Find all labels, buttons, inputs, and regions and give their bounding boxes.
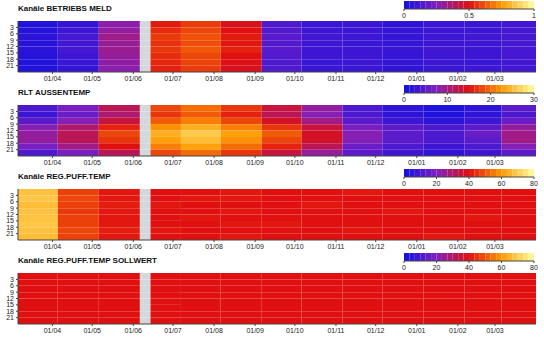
svg-text:01/11: 01/11 [327,243,344,250]
svg-text:01/11: 01/11 [327,75,344,82]
svg-text:01/09: 01/09 [246,75,264,82]
svg-text:01/07: 01/07 [164,75,182,82]
svg-text:15: 15 [6,49,14,57]
svg-text:01/04: 01/04 [44,327,62,334]
svg-text:01/02: 01/02 [449,243,467,250]
svg-text:01/11: 01/11 [327,327,344,334]
svg-text:01/03: 01/03 [486,159,504,166]
svg-text:01/03: 01/03 [486,243,504,250]
svg-text:01/05: 01/05 [83,327,101,334]
svg-text:01/05: 01/05 [83,159,101,166]
svg-text:01/02: 01/02 [449,327,467,334]
svg-text:01/12: 01/12 [367,327,385,334]
svg-text:01/02: 01/02 [449,159,467,166]
svg-text:20: 20 [433,180,441,187]
svg-text:01/03: 01/03 [486,327,504,334]
svg-text:01/02: 01/02 [449,75,467,82]
html-text:Kanäle BETRIEBS MELD: Kanäle BETRIEBS MELD [18,4,112,13]
svg-text:01/07: 01/07 [164,159,182,166]
svg-text:01/08: 01/08 [205,159,223,166]
svg-text:01/10: 01/10 [286,75,304,82]
svg-text:01/10: 01/10 [286,159,304,166]
svg-text:0.5: 0.5 [464,12,474,19]
svg-text:60: 60 [498,264,506,271]
svg-text:0: 0 [402,96,406,103]
svg-text:01/09: 01/09 [246,243,264,250]
svg-text:18: 18 [6,223,14,231]
svg-text:01/01: 01/01 [408,159,426,166]
svg-text:10: 10 [443,96,451,103]
svg-text:0: 0 [402,180,406,187]
svg-text:15: 15 [6,133,14,141]
svg-text:3: 3 [10,107,14,115]
svg-text:01/07: 01/07 [164,243,182,250]
svg-text:3: 3 [10,23,14,31]
svg-text:3: 3 [10,191,14,199]
svg-text:01/06: 01/06 [124,159,142,166]
html-text:RLT AUSSENTEMP: RLT AUSSENTEMP [18,88,91,97]
html-text:Kanäle REG.PUFF.TEMP: Kanäle REG.PUFF.TEMP [18,172,111,181]
svg-text:01/09: 01/09 [246,159,264,166]
svg-text:30: 30 [530,96,538,103]
svg-text:9: 9 [10,120,14,128]
svg-text:01/12: 01/12 [367,159,385,166]
svg-text:01/04: 01/04 [44,159,62,166]
svg-text:01/06: 01/06 [124,327,142,334]
svg-text:01/04: 01/04 [44,243,62,250]
html-text:Kanäle REG.PUFF.TEMP SOLLWERT: Kanäle REG.PUFF.TEMP SOLLWERT [18,256,157,265]
svg-text:40: 40 [465,264,473,271]
svg-text:01/12: 01/12 [367,75,385,82]
svg-text:6: 6 [10,114,14,122]
svg-text:40: 40 [465,180,473,187]
svg-text:01/08: 01/08 [205,75,223,82]
svg-text:21: 21 [6,230,14,237]
svg-text:12: 12 [6,43,14,50]
svg-text:20: 20 [487,96,495,103]
svg-text:12: 12 [6,295,14,302]
svg-text:21: 21 [6,314,14,321]
svg-text:01/09: 01/09 [246,327,264,334]
svg-text:01/01: 01/01 [408,75,426,82]
svg-text:15: 15 [6,217,14,225]
svg-text:01/10: 01/10 [286,327,304,334]
svg-text:01/03: 01/03 [486,75,504,82]
svg-text:21: 21 [6,62,14,69]
svg-text:01/01: 01/01 [408,243,426,250]
svg-text:18: 18 [6,307,14,315]
svg-text:01/12: 01/12 [367,243,385,250]
svg-text:01/10: 01/10 [286,243,304,250]
svg-text:01/08: 01/08 [205,327,223,334]
svg-text:01/07: 01/07 [164,327,182,334]
svg-text:9: 9 [10,36,14,44]
svg-text:9: 9 [10,204,14,212]
svg-text:80: 80 [530,264,538,271]
svg-text:12: 12 [6,211,14,218]
svg-text:80: 80 [530,180,538,187]
svg-text:12: 12 [6,127,14,134]
svg-text:01/11: 01/11 [327,159,344,166]
svg-text:01/01: 01/01 [408,327,426,334]
svg-text:01/08: 01/08 [205,243,223,250]
svg-text:6: 6 [10,198,14,206]
svg-text:6: 6 [10,282,14,290]
svg-text:01/05: 01/05 [83,243,101,250]
svg-text:60: 60 [498,180,506,187]
svg-text:1: 1 [532,12,536,19]
svg-text:01/04: 01/04 [44,75,62,82]
svg-text:01/06: 01/06 [124,75,142,82]
svg-text:21: 21 [6,146,14,153]
svg-text:18: 18 [6,139,14,147]
svg-text:6: 6 [10,30,14,38]
svg-text:15: 15 [6,301,14,309]
svg-text:9: 9 [10,288,14,296]
svg-text:20: 20 [433,264,441,271]
svg-text:18: 18 [6,55,14,63]
svg-text:0: 0 [402,264,406,271]
svg-text:01/05: 01/05 [83,75,101,82]
svg-text:01/06: 01/06 [124,243,142,250]
svg-text:3: 3 [10,275,14,283]
svg-text:0: 0 [402,12,406,19]
